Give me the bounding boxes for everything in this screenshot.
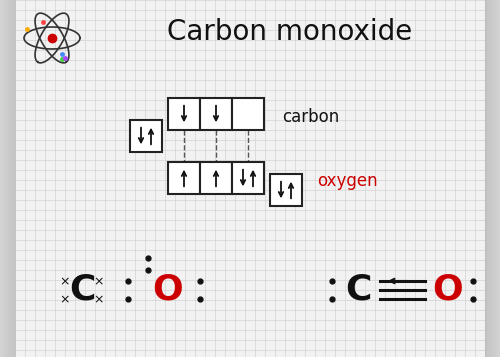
Bar bbox=[232, 98, 264, 130]
Bar bbox=[232, 162, 264, 194]
Bar bbox=[130, 120, 162, 152]
Bar bbox=[0, 0, 2, 357]
Text: C: C bbox=[69, 273, 95, 307]
Text: O: O bbox=[432, 273, 464, 307]
Text: Carbon monoxide: Carbon monoxide bbox=[168, 18, 412, 46]
Bar bbox=[498, 0, 500, 357]
Bar bbox=[486, 0, 488, 357]
Bar bbox=[8, 0, 10, 357]
Text: ×: × bbox=[60, 276, 70, 288]
Text: ×: × bbox=[60, 293, 70, 307]
Bar bbox=[485, 0, 486, 357]
Bar bbox=[492, 0, 494, 357]
Bar bbox=[494, 0, 496, 357]
Text: O: O bbox=[152, 273, 184, 307]
Bar bbox=[270, 174, 302, 206]
Bar bbox=[12, 0, 14, 357]
Bar bbox=[2, 0, 4, 357]
Text: ×: × bbox=[94, 293, 104, 307]
Bar bbox=[488, 0, 490, 357]
Text: ×: × bbox=[94, 276, 104, 288]
Bar bbox=[14, 0, 16, 357]
Bar bbox=[5, 0, 6, 357]
Bar bbox=[200, 162, 232, 194]
Bar bbox=[491, 0, 492, 357]
Bar bbox=[490, 0, 491, 357]
Bar bbox=[4, 0, 5, 357]
Bar bbox=[168, 162, 200, 194]
Bar bbox=[6, 0, 8, 357]
Bar bbox=[497, 0, 498, 357]
Bar bbox=[496, 0, 497, 357]
Bar bbox=[11, 0, 13, 357]
Bar bbox=[168, 98, 200, 130]
Text: C: C bbox=[345, 273, 371, 307]
Bar bbox=[200, 98, 232, 130]
Bar bbox=[10, 0, 11, 357]
Text: carbon: carbon bbox=[282, 108, 339, 126]
Text: oxygen: oxygen bbox=[317, 172, 378, 190]
